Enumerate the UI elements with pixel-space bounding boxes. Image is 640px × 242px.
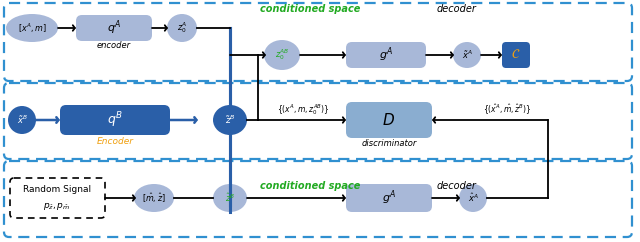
Text: conditioned space: conditioned space (260, 4, 360, 14)
Text: $D$: $D$ (383, 112, 396, 128)
Text: $[x^A,m]$: $[x^A,m]$ (18, 21, 46, 35)
Text: $\hat{x}^A$: $\hat{x}^A$ (468, 192, 479, 204)
Ellipse shape (134, 184, 174, 212)
FancyBboxPatch shape (346, 42, 426, 68)
FancyBboxPatch shape (76, 15, 152, 41)
FancyBboxPatch shape (60, 105, 170, 135)
Ellipse shape (8, 106, 36, 134)
FancyBboxPatch shape (10, 178, 105, 218)
Ellipse shape (167, 14, 197, 42)
Text: conditioned space: conditioned space (260, 181, 360, 191)
Ellipse shape (6, 14, 58, 42)
Ellipse shape (264, 40, 300, 70)
Text: $q^B$: $q^B$ (107, 110, 123, 130)
Text: encoder: encoder (97, 41, 131, 51)
Text: $g^A$: $g^A$ (379, 46, 393, 64)
Text: $[\hat{m},\hat{z}]$: $[\hat{m},\hat{z}]$ (142, 191, 166, 205)
Text: $\tilde{x}^B$: $\tilde{x}^B$ (17, 114, 28, 126)
Text: $\tilde{z}^B$: $\tilde{z}^B$ (225, 114, 236, 126)
Text: $\{(\hat{x}^A,\hat{m},\hat{z}^B)\}$: $\{(\hat{x}^A,\hat{m},\hat{z}^B)\}$ (483, 103, 531, 117)
Text: $z_0^{AB}$: $z_0^{AB}$ (275, 47, 289, 62)
FancyBboxPatch shape (346, 102, 432, 138)
Text: $q^A$: $q^A$ (107, 19, 121, 37)
Text: $\{(x^A,m,z_0^{AB})\}$: $\{(x^A,m,z_0^{AB})\}$ (276, 103, 330, 117)
Ellipse shape (453, 42, 481, 68)
FancyBboxPatch shape (502, 42, 530, 68)
FancyBboxPatch shape (346, 184, 432, 212)
Text: Encoder: Encoder (97, 136, 134, 145)
Text: $p_{\hat{z}},p_{\hat{m}}$: $p_{\hat{z}},p_{\hat{m}}$ (44, 201, 70, 212)
Text: $\hat{z}^B$: $\hat{z}^B$ (225, 192, 235, 204)
Text: Random Signal: Random Signal (23, 186, 91, 195)
Text: $\tilde{x}^A$: $\tilde{x}^A$ (461, 49, 472, 61)
Ellipse shape (213, 184, 247, 212)
Ellipse shape (459, 184, 487, 212)
Text: discriminator: discriminator (362, 139, 417, 149)
Text: $z_0^A$: $z_0^A$ (177, 21, 188, 35)
Ellipse shape (213, 105, 247, 135)
Text: $g^A$: $g^A$ (382, 189, 396, 207)
Text: $\mathcal{C}$: $\mathcal{C}$ (511, 48, 521, 61)
Text: decoder: decoder (436, 181, 476, 191)
Text: decoder: decoder (436, 4, 476, 14)
